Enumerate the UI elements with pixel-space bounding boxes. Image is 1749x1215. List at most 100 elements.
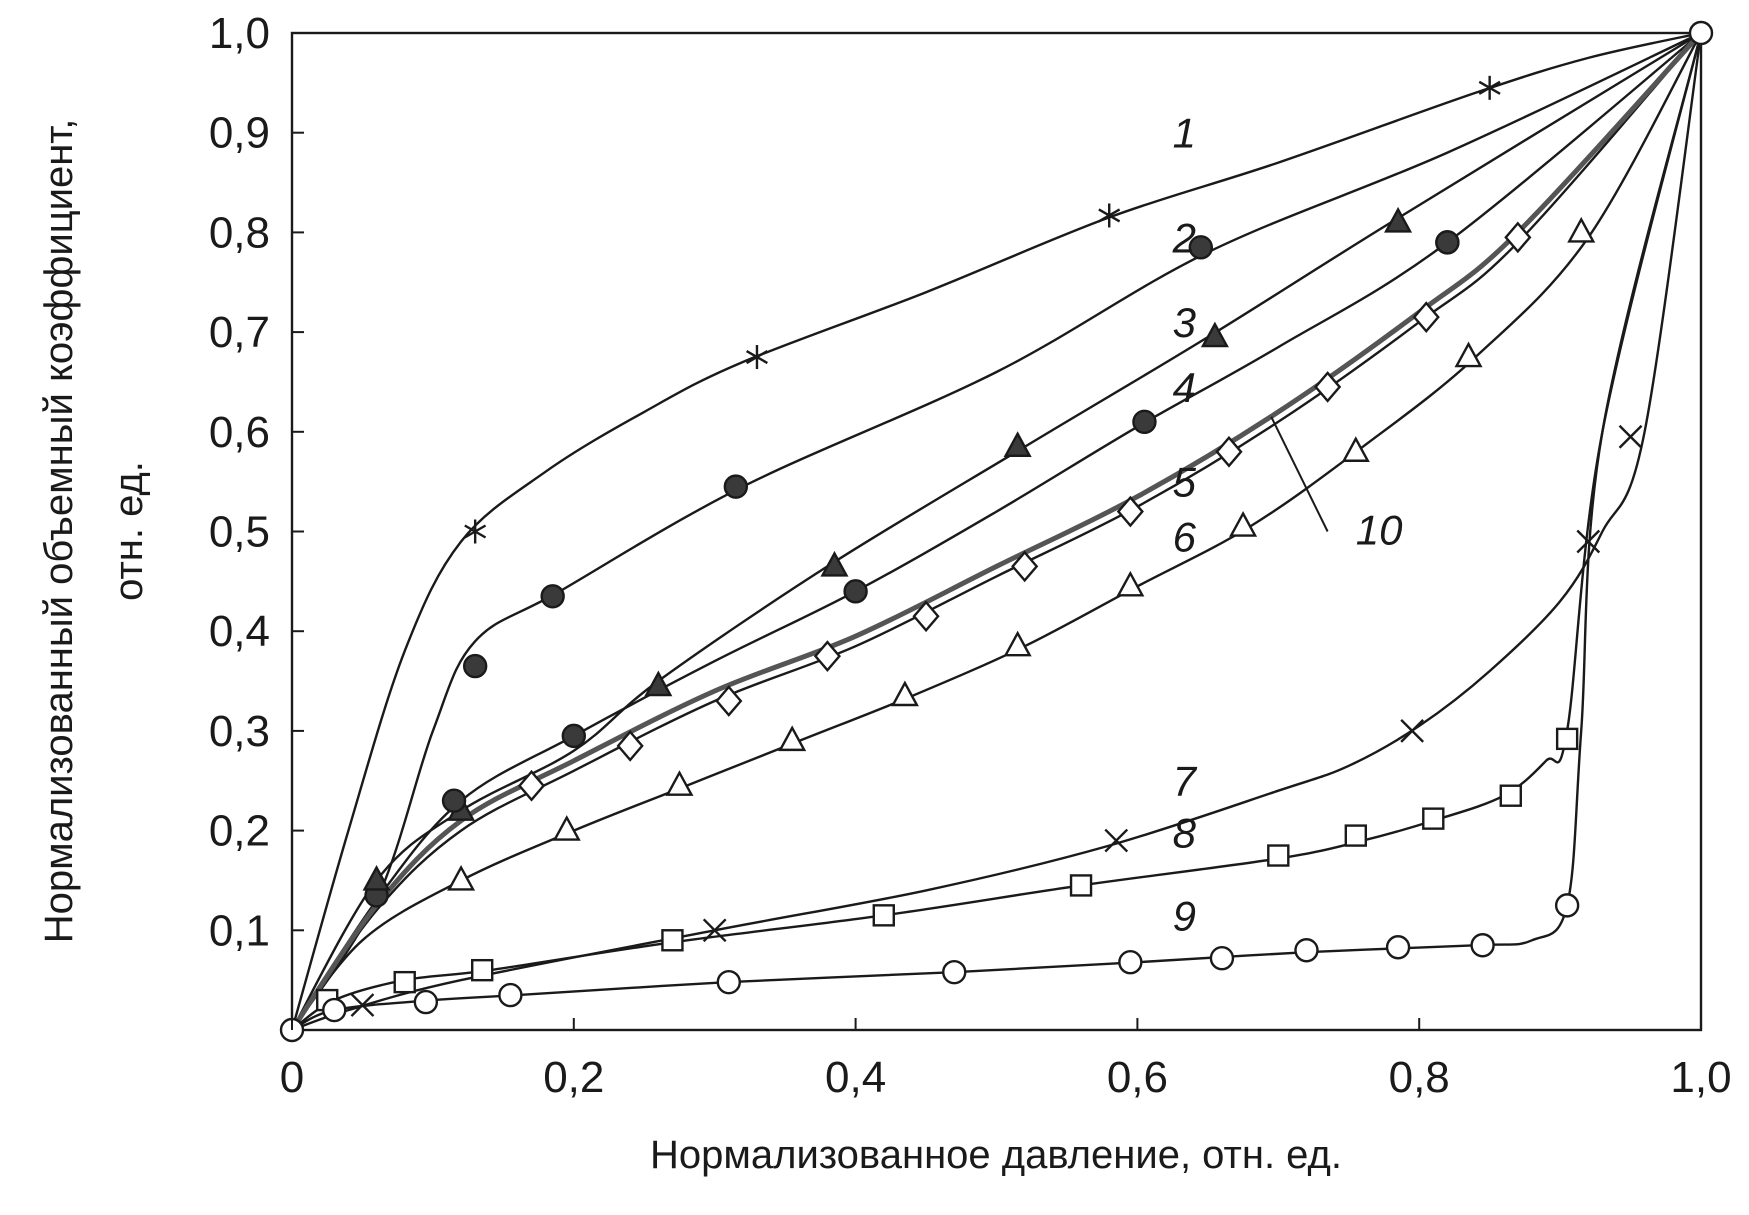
y-tick-label: 0,9 bbox=[209, 109, 270, 158]
y-tick-label: 0,7 bbox=[209, 308, 270, 357]
curve-8-point bbox=[1422, 807, 1445, 830]
curve-6-label: 6 bbox=[1173, 513, 1197, 560]
curve-8-point bbox=[1555, 727, 1579, 751]
curve-8-point bbox=[872, 904, 895, 927]
curve-7-point bbox=[1618, 424, 1643, 449]
curve-8-point bbox=[471, 958, 494, 982]
curve-6-point bbox=[890, 680, 919, 707]
shared-endpoint bbox=[1688, 20, 1714, 46]
y-tick-label: 0,5 bbox=[209, 508, 270, 557]
y-tick-label: 0,3 bbox=[209, 707, 270, 756]
curve-1-point bbox=[745, 345, 768, 370]
curve-7-label: 7 bbox=[1173, 758, 1198, 805]
curve-6-point bbox=[1229, 511, 1258, 537]
curve-6-point bbox=[1454, 341, 1483, 368]
y-axis-title: Нормализованный объемный коэффициент, от… bbox=[37, 119, 151, 944]
curve-10-label: 10 bbox=[1356, 506, 1403, 553]
curve-6-point bbox=[1003, 630, 1032, 657]
y-tick-label: 0,1 bbox=[209, 906, 270, 955]
curve-7-point bbox=[1104, 828, 1129, 853]
curve-9-point bbox=[1118, 950, 1143, 975]
curve-3-point bbox=[1384, 206, 1413, 233]
y-tick-label: 0,4 bbox=[209, 607, 270, 656]
y-tick-label: 0,8 bbox=[209, 208, 270, 257]
x-tick-label: 0,6 bbox=[1107, 1053, 1168, 1102]
curve-5-point bbox=[1116, 495, 1144, 528]
y-tick-label: 0,2 bbox=[209, 807, 270, 856]
y-axis-title-line-1: Нормализованный объемный коэффициент, bbox=[37, 119, 81, 944]
curve-9-point bbox=[413, 989, 439, 1015]
curve-5-point bbox=[616, 730, 644, 762]
curve-5-point bbox=[813, 640, 842, 672]
y-tick-label: 0,6 bbox=[209, 408, 270, 457]
curve-8-point bbox=[393, 970, 416, 994]
curve-5-point bbox=[1504, 221, 1532, 254]
curve-9-point bbox=[322, 997, 347, 1023]
curve-6-line bbox=[291, 32, 1703, 1031]
curve-10-leader bbox=[1270, 416, 1329, 532]
curve-9-point bbox=[942, 959, 967, 985]
curve-7-point bbox=[1400, 719, 1425, 743]
curve-layer bbox=[289, 31, 1703, 1032]
curve-8-point bbox=[661, 929, 684, 952]
curve-8-label: 8 bbox=[1173, 810, 1197, 857]
curve-8-point bbox=[1499, 784, 1522, 807]
curve-2-point bbox=[1188, 235, 1214, 260]
curve-6-point bbox=[447, 864, 476, 891]
curve-7-line bbox=[291, 32, 1703, 1032]
curve-3-point bbox=[1200, 321, 1229, 348]
curve-5-point bbox=[1412, 301, 1440, 333]
curve-9-point bbox=[1554, 893, 1580, 918]
curve-3-label: 3 bbox=[1173, 299, 1196, 346]
curve-9-point bbox=[716, 969, 741, 995]
curve-1-label: 1 bbox=[1173, 110, 1196, 157]
curve-3-point bbox=[644, 670, 673, 697]
curve-8-point bbox=[1344, 824, 1367, 847]
x-tick-label: 0,8 bbox=[1389, 1053, 1450, 1102]
curve-9-point bbox=[1385, 935, 1411, 960]
plot-frame bbox=[290, 31, 1703, 1032]
y-axis-title-line-2: отн. ед. bbox=[107, 461, 151, 601]
curve-label-layer: 1 2 3 4 5 6 7 8 9 10 bbox=[1172, 110, 1404, 940]
curve-2-line bbox=[290, 31, 1702, 1031]
curve-2-point bbox=[462, 653, 488, 679]
curve-8-point bbox=[1069, 874, 1093, 897]
curve-8-point bbox=[1267, 844, 1290, 867]
curve-7-point bbox=[702, 918, 727, 943]
curve-6-point bbox=[1567, 216, 1596, 243]
x-tick-label: 1,0 bbox=[1670, 1053, 1731, 1102]
curve-9-point bbox=[1209, 946, 1235, 971]
curve-10-line bbox=[289, 31, 1703, 1032]
curve-9-point bbox=[1294, 938, 1319, 963]
curve-9-line bbox=[291, 32, 1703, 1032]
curve-5-label: 5 bbox=[1173, 459, 1197, 506]
curve-5-point bbox=[1011, 550, 1039, 583]
curve-5-point bbox=[715, 685, 743, 717]
marker-layer bbox=[279, 20, 1714, 1043]
curve-9-point bbox=[1470, 933, 1495, 958]
curve-2-label: 2 bbox=[1172, 214, 1196, 261]
curve-5-point bbox=[912, 600, 940, 633]
x-tick-label: 0,4 bbox=[825, 1053, 886, 1102]
curve-7-point bbox=[350, 993, 375, 1017]
curve-6-point bbox=[1341, 436, 1370, 462]
curve-1-point bbox=[464, 519, 487, 544]
curve-5-point bbox=[1215, 435, 1243, 468]
curve-6-point bbox=[665, 770, 694, 796]
curve-4-point bbox=[1435, 230, 1460, 255]
x-tick-label: 0 bbox=[280, 1053, 304, 1102]
x-tick-label: 0,2 bbox=[543, 1053, 604, 1102]
curve-9-point bbox=[498, 982, 523, 1008]
curve-8-line bbox=[291, 32, 1703, 1031]
curve-9-label: 9 bbox=[1173, 892, 1196, 939]
curve-5-line bbox=[291, 32, 1702, 1031]
tick-layer: 0 0,2 0,4 0,6 0,8 1,0 0,1 0,2 0,3 0,4 0,5 0,6 0,7 0,8… bbox=[209, 9, 1732, 1102]
curve-1-point bbox=[1098, 203, 1121, 228]
curve-1-point bbox=[1478, 75, 1501, 100]
curve-3-line bbox=[290, 31, 1702, 1031]
curve-4-point bbox=[561, 723, 586, 749]
curve-4-label: 4 bbox=[1173, 364, 1196, 411]
curve-4-line bbox=[290, 32, 1702, 1031]
curve-4-point bbox=[843, 579, 868, 604]
